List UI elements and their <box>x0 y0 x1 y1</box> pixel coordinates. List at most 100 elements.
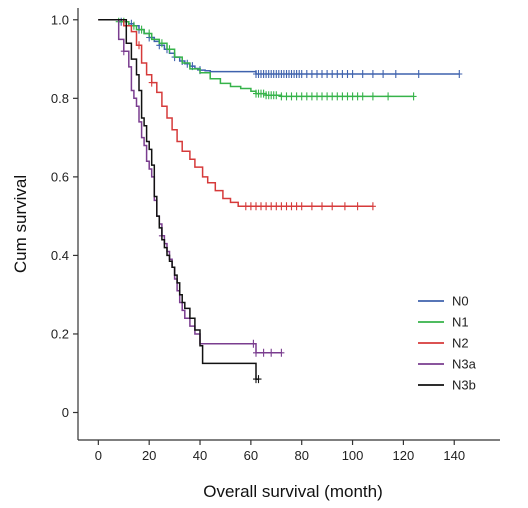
censor-mark <box>293 92 300 101</box>
censor-mark <box>359 70 366 78</box>
censor-mark <box>339 70 346 78</box>
censor-mark <box>344 70 351 78</box>
x-tick-label: 40 <box>193 448 207 463</box>
legend-item-n1: N1 <box>418 315 469 330</box>
censor-mark <box>268 348 275 357</box>
series-line-n3b <box>98 19 259 380</box>
axes <box>77 8 500 441</box>
x-tick-label: 100 <box>342 448 364 463</box>
series-line-n1 <box>98 19 414 98</box>
legend-item-n0: N0 <box>418 294 469 309</box>
censor-mark <box>260 348 267 357</box>
censor-mark <box>334 92 341 101</box>
censor-mark <box>308 70 315 78</box>
censor-mark <box>392 70 399 78</box>
censor-mark <box>359 92 366 101</box>
censor-mark <box>369 202 376 211</box>
censor-mark <box>288 202 295 211</box>
censor-mark <box>146 29 153 38</box>
censor-mark <box>255 375 262 384</box>
censor-mark <box>166 45 173 54</box>
legend-item-n2: N2 <box>418 336 469 351</box>
censor-mark <box>273 202 280 211</box>
y-ticks: 0 0.2 0.4 0.6 0.8 1.0 <box>51 12 78 420</box>
censor-mark <box>263 202 270 211</box>
y-tick-label: 0.4 <box>51 248 69 263</box>
x-ticks: 0 20 40 60 80 100 120 140 <box>95 440 465 463</box>
legend-label: N0 <box>452 294 469 309</box>
censor-mark <box>278 348 285 357</box>
legend-label: N2 <box>452 336 469 351</box>
censor-mark <box>369 70 376 78</box>
censor-mark <box>303 70 310 78</box>
censor-mark <box>344 92 351 101</box>
series-n2 <box>98 19 376 211</box>
censor-mark <box>354 202 361 211</box>
censor-mark <box>329 92 336 101</box>
censor-mark <box>268 202 275 211</box>
censor-mark <box>334 70 341 78</box>
censor-mark <box>250 339 257 348</box>
series-n1 <box>98 17 417 101</box>
series-line-n0 <box>98 19 460 75</box>
censor-mark <box>138 25 145 34</box>
censor-mark <box>354 92 361 101</box>
censor-mark <box>319 70 325 78</box>
x-axis-title: Overall survival (month) <box>203 482 383 501</box>
y-tick-label: 0.8 <box>51 91 69 106</box>
censor-mark <box>308 92 315 101</box>
censor-mark <box>293 202 300 211</box>
x-tick-label: 140 <box>443 448 465 463</box>
x-tick-label: 0 <box>95 448 102 463</box>
censor-mark <box>380 70 387 78</box>
x-tick-label: 20 <box>142 448 156 463</box>
y-tick-label: 0.2 <box>51 326 69 341</box>
censor-mark <box>349 70 356 78</box>
series-layer <box>98 17 463 384</box>
series-n0 <box>98 17 463 78</box>
censor-mark <box>247 202 254 211</box>
x-tick-label: 60 <box>244 448 258 463</box>
y-axis-title: Cum survival <box>11 175 30 273</box>
legend-item-n3a: N3a <box>418 357 477 372</box>
censor-mark <box>303 92 310 101</box>
y-tick-label: 1.0 <box>51 12 69 27</box>
censor-mark <box>258 202 264 211</box>
legend-label: N3b <box>452 378 476 393</box>
censor-mark <box>329 70 336 78</box>
censor-mark <box>298 70 305 78</box>
censor-mark <box>324 92 331 101</box>
censor-mark <box>158 39 165 48</box>
legend-label: N1 <box>452 315 469 330</box>
censor-mark <box>288 92 295 101</box>
censor-mark <box>410 92 417 101</box>
censor-mark <box>319 202 325 211</box>
x-tick-label: 120 <box>393 448 415 463</box>
censor-mark <box>319 92 325 101</box>
censor-mark <box>341 202 348 211</box>
censor-mark <box>385 92 392 101</box>
censor-mark <box>298 202 305 211</box>
x-tick-label: 80 <box>294 448 308 463</box>
y-tick-label: 0.6 <box>51 169 69 184</box>
y-tick-label: 0 <box>62 405 69 420</box>
censor-mark <box>148 78 155 87</box>
censor-mark <box>253 348 259 357</box>
censor-mark <box>339 92 346 101</box>
censor-mark <box>329 202 336 211</box>
legend-label: N3a <box>452 357 477 372</box>
censor-mark <box>369 92 376 101</box>
censor-mark <box>324 70 331 78</box>
censor-mark <box>278 92 285 101</box>
censor-mark <box>298 92 305 101</box>
censor-mark <box>456 70 463 78</box>
series-n3b <box>98 19 262 384</box>
censor-mark <box>136 41 142 50</box>
censor-mark <box>242 202 249 211</box>
legend: N0 N1 N2 N3a N3b <box>418 294 477 393</box>
censor-mark <box>273 91 280 100</box>
legend-item-n3b: N3b <box>418 378 476 393</box>
series-line-n3a <box>98 19 282 354</box>
censor-mark <box>308 202 315 211</box>
